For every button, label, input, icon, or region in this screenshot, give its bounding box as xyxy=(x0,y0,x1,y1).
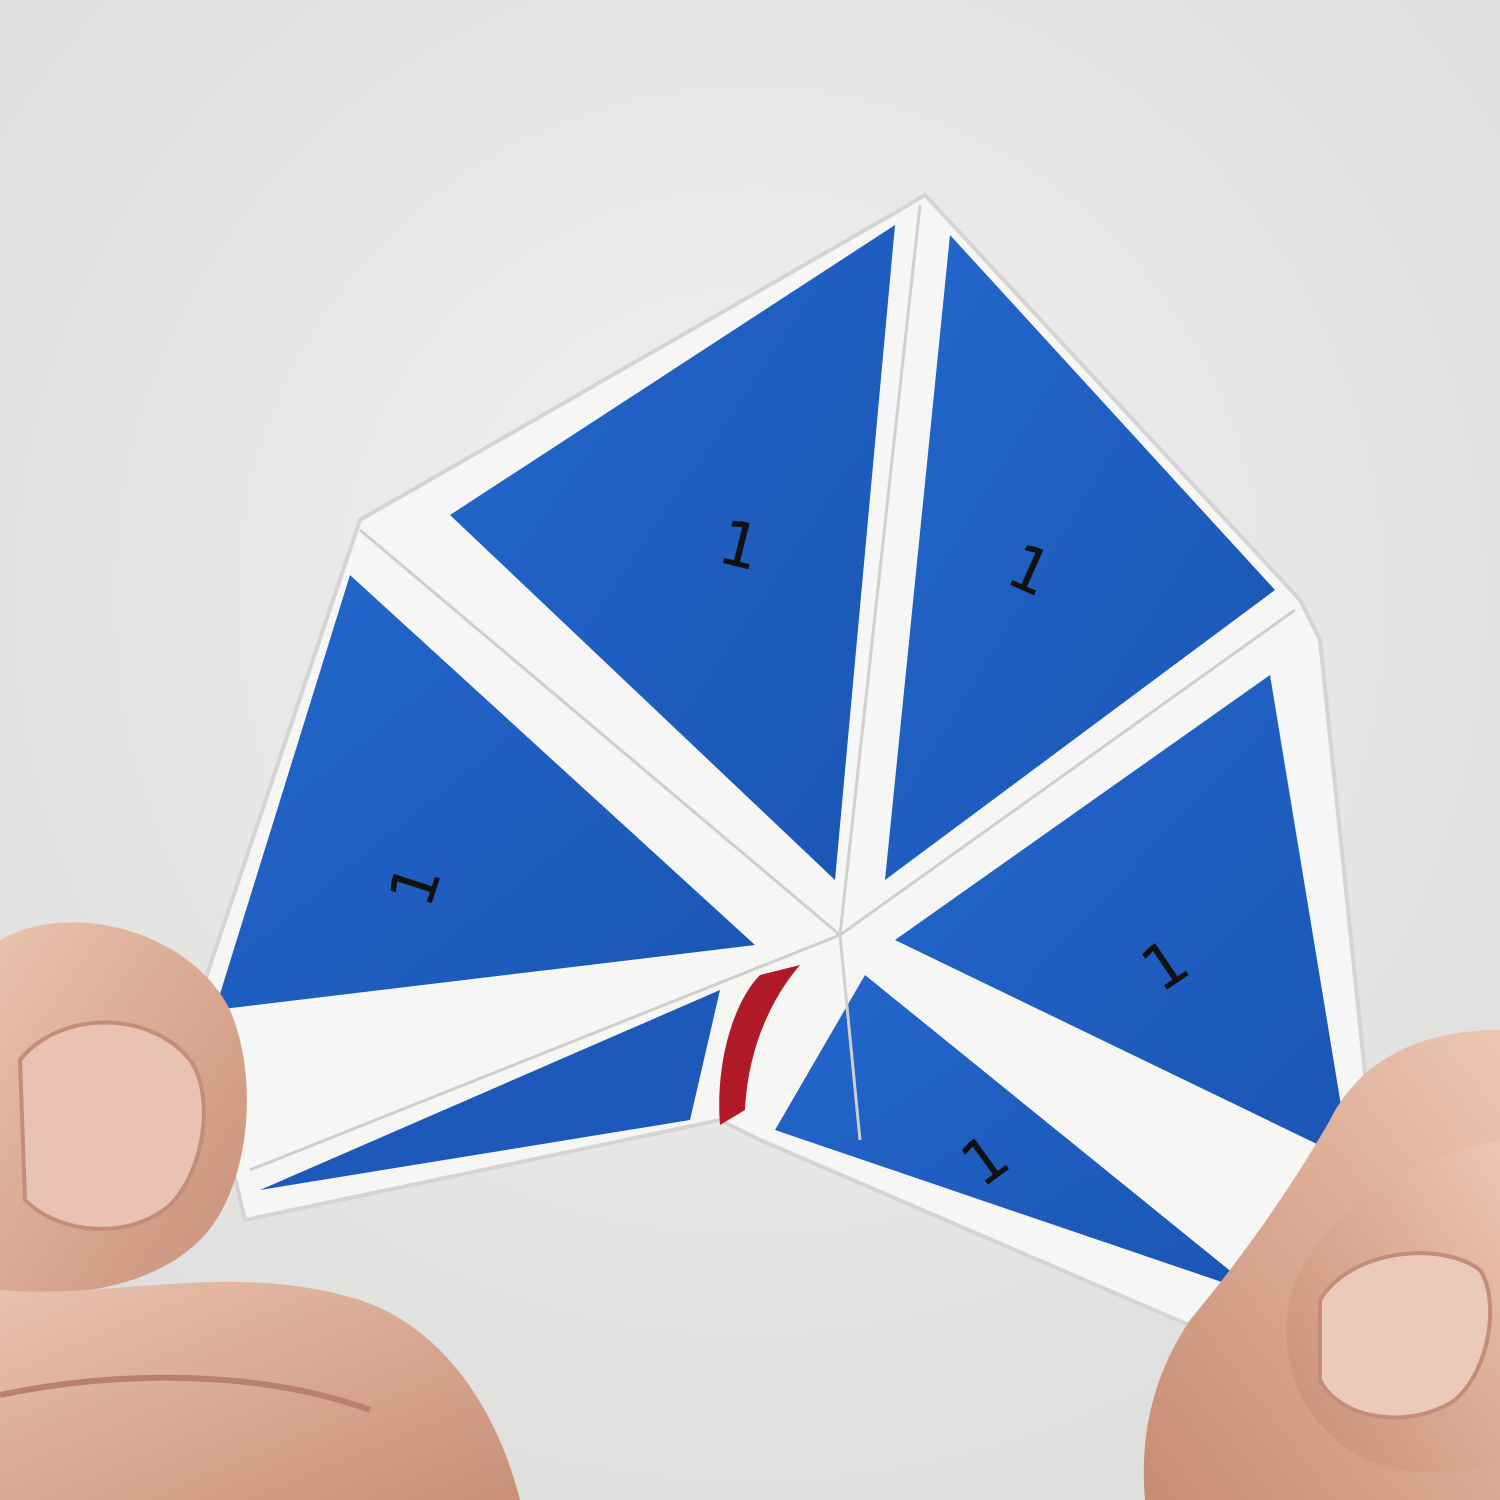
left-fingers xyxy=(0,1281,520,1500)
face-right xyxy=(895,675,1350,1160)
right-hand xyxy=(1143,1030,1500,1500)
flexagon: 1 1 1 1 1 xyxy=(192,192,1378,1363)
inner-red-flap xyxy=(719,965,800,1125)
face-top-right xyxy=(885,235,1275,880)
face-left xyxy=(215,575,755,1010)
face-bottom-left xyxy=(260,990,720,1190)
face-bottom-right xyxy=(775,975,1260,1295)
center-creases xyxy=(249,204,1296,1172)
left-thumbnail xyxy=(17,1020,206,1231)
left-hand xyxy=(0,922,520,1500)
left-finger-crease xyxy=(0,1374,372,1413)
right-thumbnail xyxy=(1318,1251,1493,1420)
face-top-left xyxy=(450,225,895,880)
